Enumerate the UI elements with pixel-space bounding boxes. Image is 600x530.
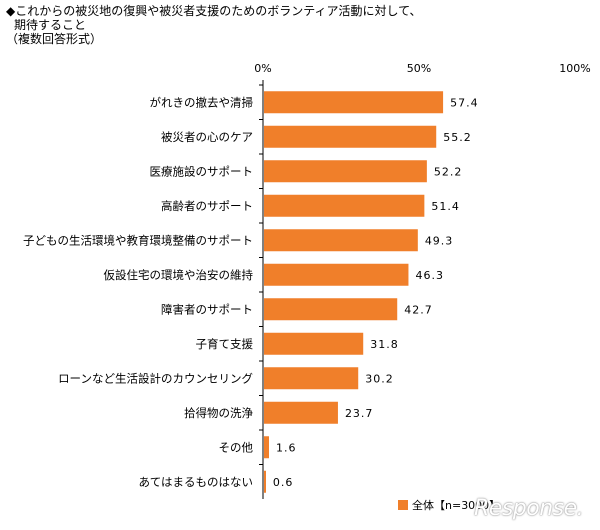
bar bbox=[264, 332, 364, 355]
category-label: 仮設住宅の環境や治安の維持 bbox=[104, 268, 254, 282]
category-label: ローンなど生活設計のカウンセリング bbox=[58, 371, 253, 385]
bar bbox=[264, 367, 359, 390]
bar bbox=[264, 160, 427, 183]
value-label: 1.6 bbox=[276, 441, 297, 454]
bar bbox=[264, 263, 409, 286]
value-label: 30.2 bbox=[365, 372, 394, 385]
category-label: がれきの撤去や清掃 bbox=[150, 95, 254, 109]
value-label: 55.2 bbox=[443, 131, 472, 144]
category-label: その他 bbox=[219, 440, 254, 454]
x-tick-label: 0% bbox=[254, 62, 271, 75]
value-label: 23.7 bbox=[345, 407, 374, 420]
title-line-2: 期待すること bbox=[14, 18, 87, 32]
value-label: 0.6 bbox=[273, 476, 294, 489]
chart-title: ◆これからの被災地の復興や被災者支援のためのボランティア活動に対して、 期待する… bbox=[6, 4, 422, 46]
value-label: 31.8 bbox=[370, 338, 399, 351]
category-label: 被災者の心のケア bbox=[161, 130, 253, 144]
value-label: 52.2 bbox=[434, 165, 463, 178]
x-tick-label: 100% bbox=[559, 62, 590, 75]
x-tick-label: 50% bbox=[407, 62, 431, 75]
category-label: 子育て支援 bbox=[196, 337, 254, 351]
value-label: 57.4 bbox=[450, 96, 479, 109]
legend: 全体【n=3000】 bbox=[398, 497, 500, 513]
title-line-3: （複数回答形式） bbox=[6, 32, 103, 46]
title-line-1: ◆これからの被災地の復興や被災者支援のためのボランティア活動に対して、 bbox=[6, 4, 422, 18]
category-label: あてはまるものはない bbox=[138, 475, 253, 489]
value-label: 46.3 bbox=[415, 269, 444, 282]
bar bbox=[264, 125, 437, 148]
bar bbox=[264, 298, 398, 321]
bar bbox=[264, 470, 266, 493]
response-logo: Response. bbox=[474, 496, 584, 521]
category-label: 高齢者のサポート bbox=[161, 199, 253, 213]
legend-swatch bbox=[398, 500, 408, 510]
category-label: 拾得物の洗浄 bbox=[184, 406, 253, 420]
category-label: 医療施設のサポート bbox=[150, 164, 254, 178]
value-label: 42.7 bbox=[404, 303, 433, 316]
bar bbox=[264, 229, 418, 252]
legend-label: 全体【n=3000】 bbox=[412, 499, 501, 512]
bar bbox=[264, 436, 269, 459]
value-label: 49.3 bbox=[425, 234, 454, 247]
category-label: 子どもの生活環境や教育環境整備のサポート bbox=[23, 233, 253, 247]
bar bbox=[264, 401, 338, 424]
category-label: 障害者のサポート bbox=[161, 302, 253, 316]
bar bbox=[264, 91, 444, 114]
value-label: 51.4 bbox=[431, 200, 460, 213]
bar bbox=[264, 194, 425, 217]
